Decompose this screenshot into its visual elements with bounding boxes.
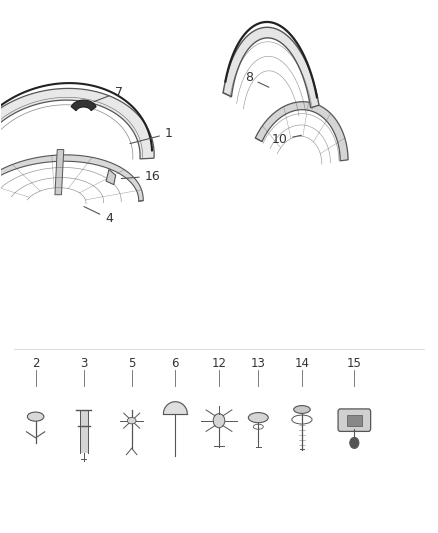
FancyBboxPatch shape [338, 409, 371, 431]
Bar [80, 410, 88, 453]
Polygon shape [55, 150, 64, 195]
Text: 14: 14 [294, 357, 310, 370]
Text: 16: 16 [121, 169, 160, 183]
Ellipse shape [127, 417, 136, 424]
Bar [347, 415, 362, 426]
Polygon shape [0, 155, 143, 201]
Ellipse shape [27, 412, 44, 421]
Ellipse shape [248, 413, 268, 423]
Text: 1: 1 [130, 127, 173, 143]
Circle shape [350, 437, 359, 449]
Text: 2: 2 [32, 357, 39, 370]
Ellipse shape [294, 406, 310, 414]
Circle shape [213, 414, 225, 428]
Text: 13: 13 [251, 357, 266, 370]
Text: 3: 3 [80, 357, 87, 370]
Text: 10: 10 [271, 133, 301, 147]
Polygon shape [71, 100, 96, 111]
Text: 4: 4 [84, 207, 113, 225]
Polygon shape [223, 27, 319, 108]
Text: 15: 15 [347, 357, 362, 370]
Text: 8: 8 [245, 71, 269, 87]
Polygon shape [255, 102, 348, 161]
Polygon shape [106, 169, 116, 184]
Polygon shape [0, 88, 154, 159]
Text: 6: 6 [172, 357, 179, 370]
Text: 5: 5 [128, 357, 135, 370]
Text: 7: 7 [94, 86, 123, 102]
Text: 12: 12 [212, 357, 226, 370]
